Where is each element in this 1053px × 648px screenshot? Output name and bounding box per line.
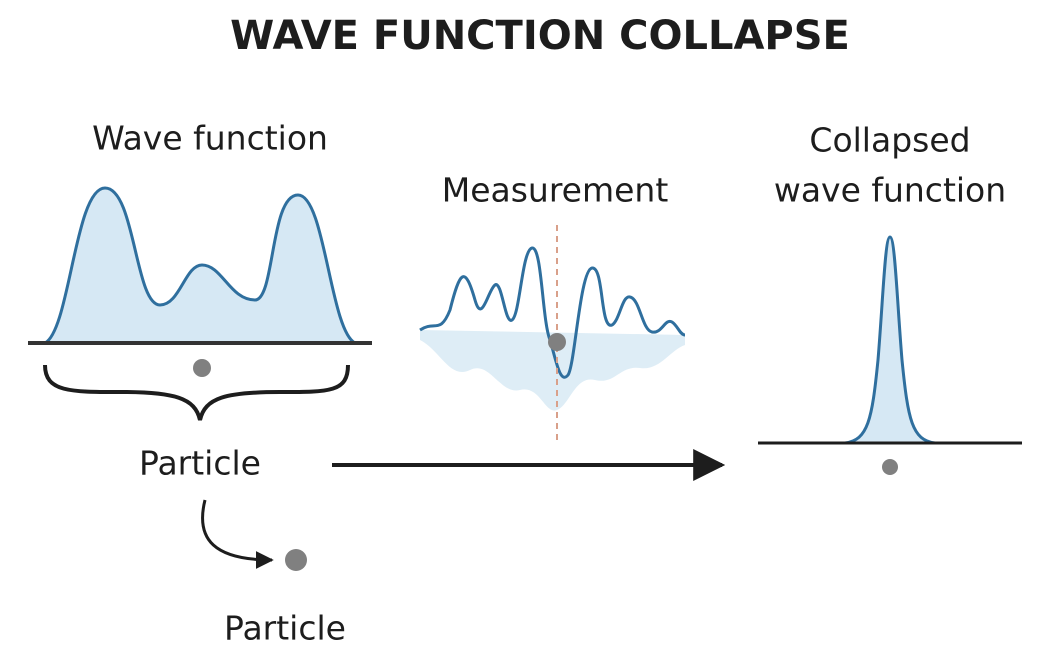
brace [43,364,350,421]
panel-label: wave function [774,171,1006,210]
panel-label: Collapsed [809,121,970,160]
panel-label: Measurement [442,171,669,210]
panel-label: Wave function [92,119,328,158]
particle-dot [882,459,898,475]
measurement-shadow [420,330,685,411]
particle-dot [285,549,307,571]
particle-label: Particle [139,444,261,483]
curved-arrow [201,499,274,569]
title: WAVE FUNCTION COLLAPSE [230,13,850,59]
wave-function-area [44,186,356,345]
particle-dot [193,359,211,377]
measurement-wave [419,246,686,379]
particle-dot [548,333,566,351]
collapsed-wave-area [844,235,936,445]
particle-label: Particle [224,609,346,648]
